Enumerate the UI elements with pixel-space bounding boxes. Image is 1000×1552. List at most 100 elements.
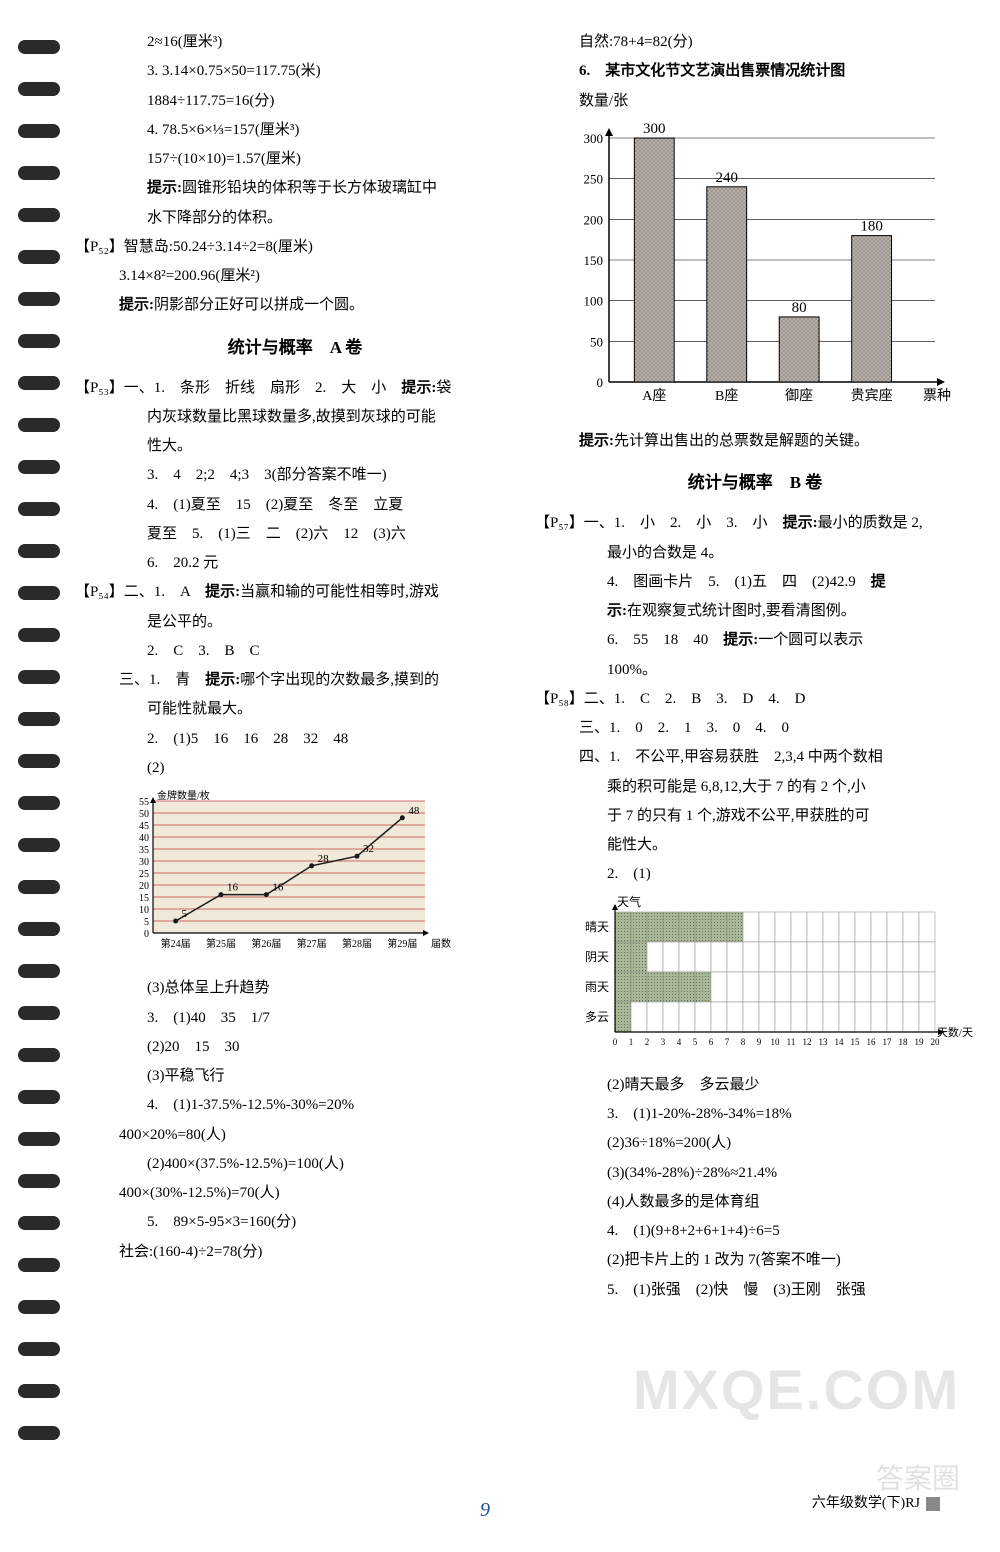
svg-text:1: 1 <box>629 1037 634 1047</box>
text-line: 【P₅₈】二、1. C 2. B 3. D 4. D <box>535 685 975 714</box>
svg-text:15: 15 <box>851 1037 861 1047</box>
text-line: (2)把卡片上的 1 改为 7(答案不唯一) <box>535 1246 975 1275</box>
text-line: 6. 20.2 元 <box>75 549 515 578</box>
text-line: 是公平的。 <box>75 608 515 637</box>
hint-label: 提示: <box>723 632 758 648</box>
line-chart-svg: 051015202530354045505551616283248第24届第25… <box>115 787 455 957</box>
text-line: 400×(30%-12.5%)=70(人) <box>75 1179 515 1208</box>
svg-text:第27届: 第27届 <box>297 937 327 950</box>
text-line: 2. (1) <box>535 860 975 889</box>
weather-chart: 晴天阴天雨天多云01234567891011121314151617181920… <box>575 894 975 1065</box>
text: 4. 图画卡片 5. (1)五 四 (2)42.9 <box>607 574 871 590</box>
hint-label: 提示: <box>783 515 818 531</box>
svg-text:30: 30 <box>139 857 149 868</box>
text-line: 6. 55 18 40 提示:一个圆可以表示 <box>535 626 975 655</box>
text-line: 提示:先计算出售出的总票数是解题的关键。 <box>535 427 975 456</box>
text-line: 自然:78+4=82(分) <box>535 28 975 57</box>
svg-text:48: 48 <box>408 805 420 817</box>
text: 袋 <box>436 380 451 396</box>
weather-chart-svg: 晴天阴天雨天多云01234567891011121314151617181920… <box>575 894 975 1054</box>
text-line: 性大。 <box>75 432 515 461</box>
svg-text:3: 3 <box>661 1037 666 1047</box>
svg-text:0: 0 <box>144 929 149 940</box>
text-line: 4. 78.5×6×⅓=157(厘米³) <box>75 116 515 145</box>
section-title-b: 统计与概率 B 卷 <box>535 456 975 509</box>
text-line: 2. C 3. B C <box>75 637 515 666</box>
text-line: 【P₅₃】一、1. 条形 折线 扇形 2. 大 小 提示:袋 <box>75 374 515 403</box>
svg-text:0: 0 <box>597 375 604 390</box>
svg-text:多云: 多云 <box>585 1010 609 1024</box>
text-line: 三、1. 青 提示:哪个字出现的次数最多,摸到的 <box>75 666 515 695</box>
svg-text:A座: A座 <box>642 388 666 404</box>
watermark-brand: 答案圈 <box>876 1457 960 1497</box>
text: 一个圆可以表示 <box>758 632 863 648</box>
hint-label: 示: <box>607 603 627 619</box>
hint-label: 提示: <box>119 297 154 313</box>
text-line: (2)400×(37.5%-12.5%)=100(人) <box>75 1150 515 1179</box>
svg-text:天数/天: 天数/天 <box>937 1026 973 1039</box>
svg-text:16: 16 <box>227 882 239 894</box>
text-line: 4. (1)(9+8+2+6+1+4)÷6=5 <box>535 1217 975 1246</box>
text-line: 5. (1)张强 (2)快 慢 (3)王刚 张强 <box>535 1276 975 1305</box>
text-line: 4. 图画卡片 5. (1)五 四 (2)42.9 提 <box>535 568 975 597</box>
svg-text:7: 7 <box>725 1037 730 1047</box>
watermark-url: MXQE.COM <box>633 1357 960 1422</box>
text-line: 能性大。 <box>535 831 975 860</box>
text-line: 乘的积可能是 6,8,12,大于 7 的有 2 个,小 <box>535 773 975 802</box>
svg-text:19: 19 <box>915 1037 925 1047</box>
text-line: 3. 4 2;2 4;3 3(部分答案不唯一) <box>75 461 515 490</box>
bar-chart-tickets: 050100150200250300300A座240B座80御座180贵宾座票种 <box>565 120 975 421</box>
text: 6. 55 18 40 <box>607 632 723 648</box>
svg-text:80: 80 <box>792 300 807 316</box>
text-line: 2. (1)5 16 16 28 32 48 <box>75 725 515 754</box>
svg-text:25: 25 <box>139 869 149 880</box>
text-line: 【P₅₂】智慧岛:50.24÷3.14÷2=8(厘米) <box>75 233 515 262</box>
svg-text:35: 35 <box>139 845 149 856</box>
text-line: 3.14×8²=200.96(厘米²) <box>75 262 515 291</box>
svg-text:10: 10 <box>771 1037 781 1047</box>
svg-text:100: 100 <box>584 293 604 308</box>
svg-text:晴天: 晴天 <box>585 920 609 934</box>
svg-text:B座: B座 <box>715 388 738 404</box>
left-column: 2≈16(厘米³) 3. 3.14×0.75×50=117.75(米) 1884… <box>75 28 515 1305</box>
svg-text:雨天: 雨天 <box>585 980 609 994</box>
text-line: 157÷(10×10)=1.57(厘米) <box>75 145 515 174</box>
svg-text:9: 9 <box>757 1037 762 1047</box>
right-column: 自然:78+4=82(分) 6. 某市文化节文艺演出售票情况统计图 数量/张 0… <box>535 28 975 1305</box>
svg-text:第29届: 第29届 <box>387 937 417 950</box>
svg-text:17: 17 <box>883 1037 893 1047</box>
svg-text:4: 4 <box>677 1037 682 1047</box>
hint-label: 提示: <box>147 180 182 196</box>
text-line: (2) <box>75 754 515 783</box>
svg-text:御座: 御座 <box>785 388 813 404</box>
hint-label: 提示: <box>205 584 240 600</box>
hint-label: 提示: <box>401 380 436 396</box>
svg-text:150: 150 <box>584 253 604 268</box>
svg-text:250: 250 <box>584 171 604 186</box>
text: 【P₅₇】一、1. 小 2. 小 3. 小 <box>535 515 783 531</box>
svg-text:240: 240 <box>715 170 738 186</box>
text-line: 夏至 5. (1)三 二 (2)六 12 (3)六 <box>75 520 515 549</box>
spiral-binding <box>18 40 60 1440</box>
svg-text:金牌数量/枚: 金牌数量/枚 <box>157 789 210 802</box>
text: 三、1. 青 <box>119 672 205 688</box>
text: 【P₅₄】二、1. A <box>75 584 205 600</box>
svg-text:10: 10 <box>139 905 149 916</box>
text-line: (2)晴天最多 多云最少 <box>535 1071 975 1100</box>
text-line: 【P₅₇】一、1. 小 2. 小 3. 小 提示:最小的质数是 2, <box>535 509 975 538</box>
text-line: 四、1. 不公平,甲容易获胜 2,3,4 中两个数相 <box>535 743 975 772</box>
line-chart-medals: 051015202530354045505551616283248第24届第25… <box>115 787 515 968</box>
page-number: 9 <box>480 1499 490 1522</box>
text-line: 3. (1)1-20%-28%-34%=18% <box>535 1100 975 1129</box>
svg-text:55: 55 <box>139 797 149 808</box>
svg-text:0: 0 <box>613 1037 618 1047</box>
svg-text:阴天: 阴天 <box>585 950 609 964</box>
svg-text:5: 5 <box>182 908 188 920</box>
page-content: 2≈16(厘米³) 3. 3.14×0.75×50=117.75(米) 1884… <box>75 28 975 1305</box>
svg-text:14: 14 <box>835 1037 845 1047</box>
text-line: (3)总体呈上升趋势 <box>75 974 515 1003</box>
svg-text:200: 200 <box>584 212 604 227</box>
text-line: 3. (1)40 35 1/7 <box>75 1004 515 1033</box>
text-line: 400×20%=80(人) <box>75 1121 515 1150</box>
text-line: 100%。 <box>535 656 975 685</box>
